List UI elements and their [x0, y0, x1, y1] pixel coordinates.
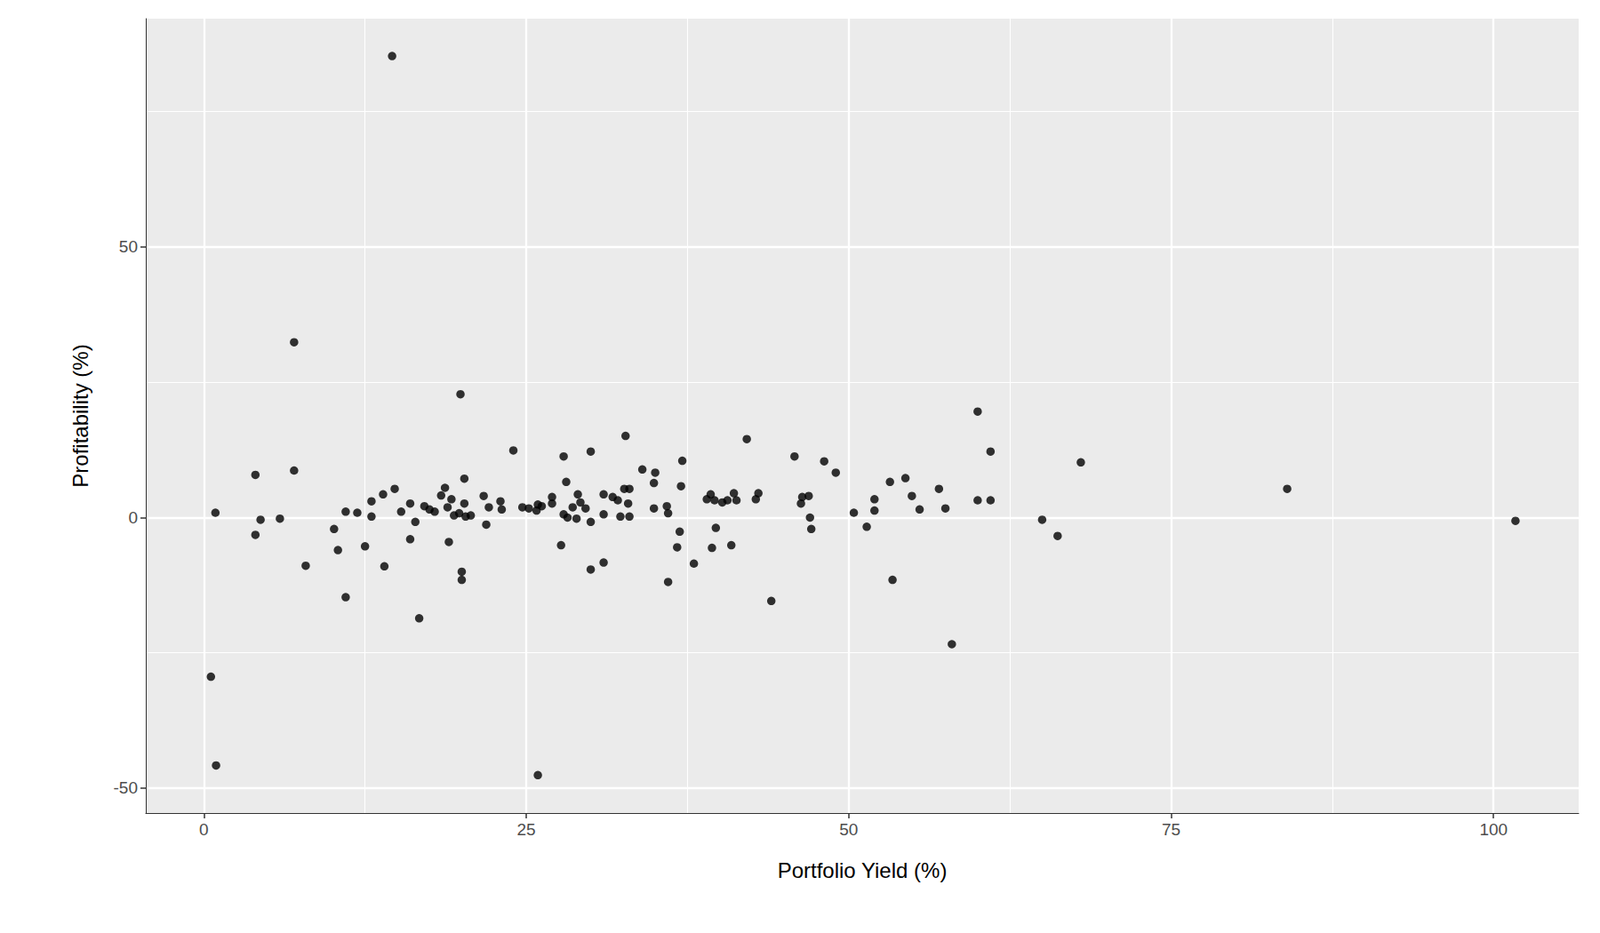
svg-text:25: 25 [516, 820, 536, 840]
svg-text:0: 0 [128, 508, 138, 528]
svg-text:Portfolio Yield (%): Portfolio Yield (%) [777, 858, 948, 883]
svg-text:100: 100 [1479, 820, 1508, 840]
svg-text:-50: -50 [113, 778, 138, 798]
svg-text:50: 50 [839, 820, 858, 840]
svg-text:0: 0 [199, 820, 209, 840]
svg-text:Profitability (%): Profitability (%) [68, 344, 93, 488]
svg-text:75: 75 [1161, 820, 1181, 840]
svg-text:50: 50 [119, 237, 138, 256]
